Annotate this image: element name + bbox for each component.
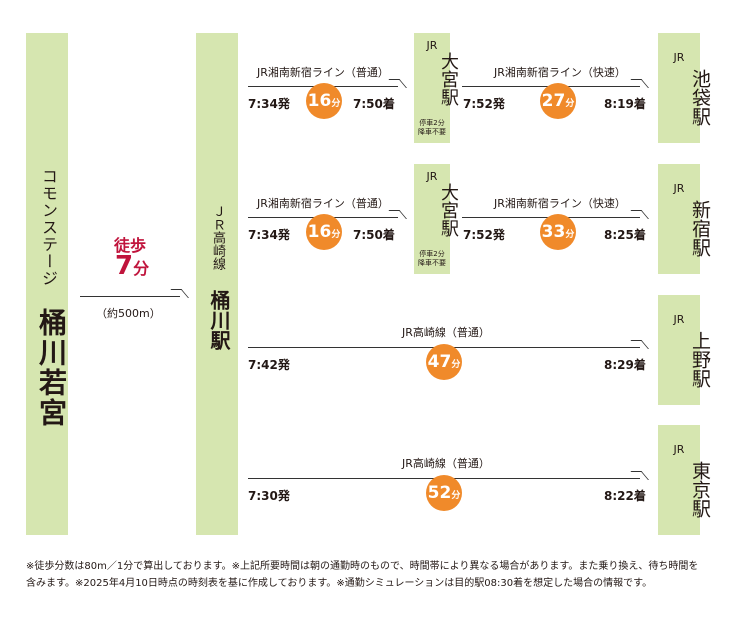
omiya-transfer-station-2: JR 大宮駅 停車2分 降車不要 — [414, 164, 459, 274]
route-shinjuku-leg2-departure: 7:52発 — [463, 228, 505, 242]
route-ikebukuro-leg2-duration-badge: 27 分 — [540, 83, 576, 119]
walk-minutes-unit: 分 — [133, 259, 150, 278]
route-shinjuku-leg2-arrival: 8:25着 — [604, 228, 646, 242]
duration-unit: 分 — [331, 230, 341, 240]
omiya-station-name: 大宮駅 — [438, 52, 459, 106]
omiya-stop-note: 停車2分 降車不要 — [414, 119, 450, 137]
duration-unit: 分 — [331, 99, 341, 109]
omiya-jr-mark: JR — [426, 170, 438, 183]
okegawa-station-name: 桶川駅 — [207, 290, 231, 350]
origin-name-main: 桶川若宮 — [35, 308, 68, 428]
omiya-note-no-alight: 降車不要 — [418, 259, 446, 267]
walk-line — [80, 296, 180, 297]
destination-tokyo: JR 東京駅 — [658, 425, 711, 535]
omiya-jr-mark: JR — [426, 39, 438, 52]
route-tokyo-departure: 7:30発 — [248, 489, 290, 503]
route-ikebukuro-leg1-departure: 7:34発 — [248, 97, 290, 111]
route-ueno-duration-badge: 47 分 — [426, 344, 462, 380]
walk-label: 徒歩 — [114, 236, 147, 255]
route-shinjuku-leg1-departure: 7:34発 — [248, 228, 290, 242]
route-ikebukuro-leg1-line: JR湘南新宿ライン（普通） — [257, 66, 389, 79]
duration-unit: 分 — [451, 360, 461, 370]
route-shinjuku-leg1-line: JR湘南新宿ライン（普通） — [257, 197, 389, 210]
omiya-transfer-station-1: JR 大宮駅 停車2分 降車不要 — [414, 33, 459, 143]
okegawa-line-label: ＪＲ高崎線 — [210, 205, 225, 270]
omiya-note-stop: 停車2分 — [419, 119, 445, 127]
route-ueno-line: JR高崎線（普通） — [402, 326, 490, 339]
destination-name: 東京駅 — [689, 461, 711, 518]
omiya-station-name: 大宮駅 — [438, 183, 459, 237]
destination-name: 池袋駅 — [689, 69, 711, 126]
destination-name: 上野駅 — [689, 331, 711, 388]
destination-shinjuku: JR 新宿駅 — [658, 164, 711, 274]
route-ikebukuro-leg2-departure: 7:52発 — [463, 97, 505, 111]
duration-value: 16 — [307, 91, 332, 111]
duration-unit: 分 — [565, 230, 575, 240]
duration-value: 33 — [541, 222, 566, 242]
destination-jr-mark: JR — [673, 182, 685, 195]
route-tokyo-arrival: 8:22着 — [604, 489, 646, 503]
route-ikebukuro-leg2-arrival: 8:19着 — [604, 97, 646, 111]
destination-jr-mark: JR — [673, 313, 685, 326]
destination-jr-mark: JR — [673, 51, 685, 64]
duration-unit: 分 — [565, 99, 575, 109]
footnote: ※徒歩分数は80m／1分で算出しております。※上記所要時間は朝の通勤時のもので、… — [26, 561, 699, 589]
duration-unit: 分 — [451, 491, 461, 501]
route-ikebukuro-leg1-arrival: 7:50着 — [353, 97, 395, 111]
duration-value: 16 — [307, 222, 332, 242]
route-shinjuku-leg2-line: JR湘南新宿ライン（快速） — [494, 197, 626, 210]
destination-ueno: JR 上野駅 — [658, 295, 711, 405]
omiya-note-stop: 停車2分 — [419, 250, 445, 258]
omiya-stop-note: 停車2分 降車不要 — [414, 250, 450, 268]
duration-value: 27 — [541, 91, 566, 111]
route-shinjuku-leg1-arrival: 7:50着 — [353, 228, 395, 242]
route-ueno-departure: 7:42発 — [248, 358, 290, 372]
duration-value: 47 — [427, 352, 452, 372]
route-ikebukuro-leg1-duration-badge: 16 分 — [306, 83, 342, 119]
route-ikebukuro-leg2-line: JR湘南新宿ライン（快速） — [494, 66, 626, 79]
route-shinjuku-leg1-duration-badge: 16 分 — [306, 214, 342, 250]
walk-distance: （約500m） — [96, 307, 161, 320]
route-ueno-arrival: 8:29着 — [604, 358, 646, 372]
duration-value: 52 — [427, 483, 452, 503]
destination-ikebukuro: JR 池袋駅 — [658, 33, 711, 143]
okegawa-station-panel — [196, 33, 238, 535]
walk-minutes: 7分 — [115, 251, 149, 281]
omiya-note-no-alight: 降車不要 — [418, 128, 446, 136]
route-tokyo-line: JR高崎線（普通） — [402, 457, 490, 470]
route-tokyo-duration-badge: 52 分 — [426, 475, 462, 511]
destination-name: 新宿駅 — [689, 200, 711, 257]
origin-name-small: コモンステージ — [39, 168, 58, 287]
walk-minutes-value: 7 — [115, 251, 134, 281]
origin-station-panel — [26, 33, 68, 535]
route-shinjuku-leg2-duration-badge: 33 分 — [540, 214, 576, 250]
destination-jr-mark: JR — [673, 443, 685, 456]
